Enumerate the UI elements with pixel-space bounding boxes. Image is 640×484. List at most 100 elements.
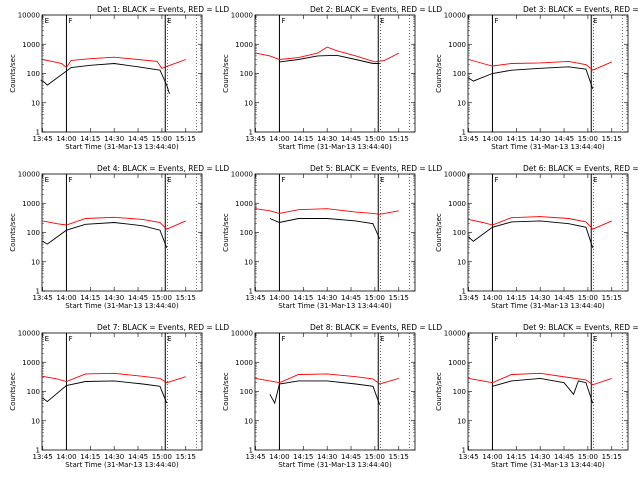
event-marker-label: F (281, 176, 285, 184)
panel-title: Det 3: BLACK = Events, RED = LLD (523, 5, 640, 14)
y-tick-label: 1 (249, 288, 253, 296)
y-tick-label: 1000 (22, 41, 40, 49)
y-tick-label: 10 (244, 417, 253, 425)
y-tick-label: 100 (240, 229, 253, 237)
x-tick-label: 15:15 (389, 453, 409, 461)
x-tick-label: 15:00 (152, 453, 172, 461)
x-tick-label: 14:15 (293, 294, 313, 302)
y-tick-label: 1 (249, 447, 253, 455)
series-events-line (492, 377, 594, 404)
y-tick-label: 10 (457, 417, 466, 425)
y-tick-label: 1000 (448, 41, 466, 49)
x-tick-label: 15:00 (365, 453, 385, 461)
event-marker-label: F (494, 176, 498, 184)
series-events-line (468, 220, 594, 248)
y-tick-label: 1 (462, 447, 466, 455)
event-marker-label: E (167, 17, 171, 25)
y-tick-label: 10 (457, 99, 466, 107)
event-marker-label: F (494, 335, 498, 343)
y-tick-label: 10000 (231, 330, 253, 338)
x-tick-label: 15:00 (152, 135, 172, 143)
y-tick-label: 10000 (18, 12, 40, 20)
x-tick-label: 14:45 (554, 135, 574, 143)
panel-det-5: Det 5: BLACK = Events, RED = LLD 1 10 100 10… (222, 164, 442, 310)
x-tick-label: 14:45 (554, 453, 574, 461)
event-marker-label: E (593, 17, 597, 25)
y-tick-label: 1000 (235, 359, 253, 367)
panel-det-1: Det 1: BLACK = Events, RED = LLD 1 10 100 10… (9, 5, 229, 151)
series-events-line (269, 218, 381, 240)
x-tick-label: 14:00 (56, 453, 76, 461)
event-marker-label: E (45, 335, 49, 343)
x-tick-label: 14:00 (269, 135, 289, 143)
x-axis-label: Start Time (31-Mar-13 13:44:40) (491, 302, 605, 310)
panel-title: Det 7: BLACK = Events, RED = LLD (97, 323, 229, 332)
x-tick-label: 15:15 (602, 453, 622, 461)
x-tick-label: 14:45 (341, 135, 361, 143)
y-tick-label: 1000 (22, 359, 40, 367)
x-tick-label: 14:30 (104, 135, 124, 143)
x-tick-label: 14:00 (56, 135, 76, 143)
y-axis-label: Counts/sec (435, 372, 443, 411)
x-tick-label: 14:00 (269, 294, 289, 302)
y-tick-label: 1 (36, 129, 40, 137)
x-tick-label: 14:00 (482, 453, 502, 461)
y-tick-label: 1 (462, 129, 466, 137)
y-tick-label: 1 (36, 447, 40, 455)
event-marker-label: F (281, 17, 285, 25)
series-lld-line (468, 372, 612, 386)
y-tick-label: 10 (31, 99, 40, 107)
event-marker-label: E (380, 176, 384, 184)
x-tick-label: 15:15 (176, 135, 196, 143)
y-axis-label: Counts/sec (222, 213, 230, 252)
panel-det-2: Det 2: BLACK = Events, RED = LLD 1 10 100 10… (222, 5, 442, 151)
y-tick-label: 1000 (448, 359, 466, 367)
series-lld-line (42, 372, 186, 384)
x-tick-label: 14:00 (482, 294, 502, 302)
panel-det-4: Det 4: BLACK = Events, RED = LLD 1 10 100 10… (9, 164, 229, 310)
y-axis-label: Counts/sec (9, 213, 17, 252)
series-events-line (279, 54, 380, 64)
y-axis-label: Counts/sec (222, 372, 230, 411)
y-tick-label: 10000 (444, 171, 466, 179)
y-tick-label: 10000 (18, 330, 40, 338)
x-tick-label: 14:15 (80, 294, 100, 302)
event-marker-label: F (281, 335, 285, 343)
y-axis-label: Counts/sec (9, 54, 17, 93)
x-tick-label: 14:30 (104, 453, 124, 461)
x-tick-label: 14:45 (128, 453, 148, 461)
y-tick-label: 100 (453, 70, 466, 78)
y-tick-label: 1000 (235, 41, 253, 49)
x-tick-label: 14:45 (341, 294, 361, 302)
y-tick-label: 100 (27, 229, 40, 237)
series-lld-line (468, 59, 612, 71)
y-axis-label: Counts/sec (435, 213, 443, 252)
y-tick-label: 100 (27, 70, 40, 78)
x-tick-label: 15:00 (365, 135, 385, 143)
x-tick-label: 14:15 (293, 135, 313, 143)
event-marker-label: E (167, 176, 171, 184)
x-tick-label: 13:45 (32, 453, 52, 461)
x-tick-label: 14:30 (317, 294, 337, 302)
event-marker-label: E (380, 17, 384, 25)
y-tick-label: 10 (457, 258, 466, 266)
x-tick-label: 14:45 (341, 453, 361, 461)
x-tick-label: 15:15 (602, 135, 622, 143)
x-tick-label: 14:00 (56, 294, 76, 302)
panel-det-6: Det 6: BLACK = Events, RED = LLD 1 10 100 10… (435, 164, 640, 310)
x-tick-label: 13:45 (458, 135, 478, 143)
y-tick-label: 100 (453, 388, 466, 396)
y-tick-label: 10000 (231, 171, 253, 179)
panel-title: Det 6: BLACK = Events, RED = LLD (523, 164, 640, 173)
panel-title: Det 4: BLACK = Events, RED = LLD (97, 164, 229, 173)
y-axis-label: Counts/sec (435, 54, 443, 93)
y-tick-label: 10 (31, 417, 40, 425)
y-tick-label: 100 (240, 70, 253, 78)
event-marker-label: E (380, 335, 384, 343)
series-events-line (468, 66, 594, 89)
panel-det-9: Det 9: BLACK = Events, RED = LLD 1 10 100 10… (435, 323, 640, 469)
series-lld-line (255, 373, 399, 385)
x-tick-label: 15:00 (152, 294, 172, 302)
y-tick-label: 10 (31, 258, 40, 266)
